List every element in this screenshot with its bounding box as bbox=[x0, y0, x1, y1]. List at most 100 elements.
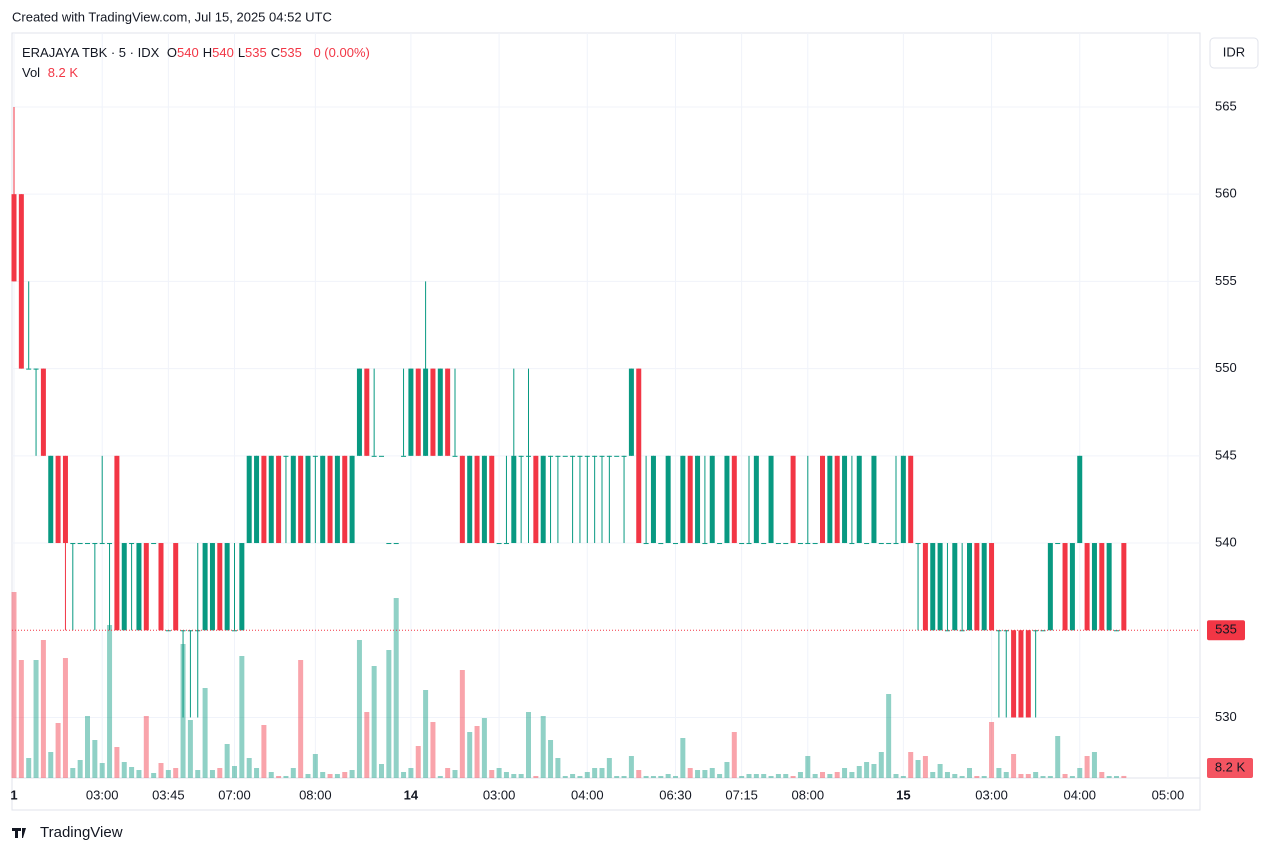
volume-bar bbox=[55, 723, 61, 778]
volume-bar bbox=[915, 760, 921, 778]
volume-bar bbox=[981, 776, 987, 778]
volume-bar bbox=[298, 660, 304, 778]
volume-bar bbox=[952, 774, 958, 778]
candle-body bbox=[900, 455, 906, 544]
candle-body bbox=[650, 455, 656, 544]
candle-body bbox=[415, 368, 421, 456]
volume-bar bbox=[40, 640, 46, 778]
volume-bar bbox=[1025, 774, 1031, 778]
x-tick-label: 03:00 bbox=[975, 787, 1008, 802]
candle-body bbox=[158, 543, 164, 631]
candle-body bbox=[298, 455, 304, 544]
volume-bar bbox=[114, 747, 120, 778]
x-tick-label: 03:45 bbox=[152, 787, 185, 802]
candle-body bbox=[834, 455, 840, 544]
volume-bar bbox=[540, 716, 546, 778]
volume-bar bbox=[908, 752, 914, 778]
volume-bar bbox=[48, 752, 54, 778]
volume-bar bbox=[1011, 754, 1017, 778]
candle-body bbox=[55, 455, 61, 544]
volume-bar bbox=[1114, 776, 1119, 778]
candle-body bbox=[342, 455, 348, 544]
candle-body bbox=[937, 543, 943, 631]
volume-bar bbox=[1033, 772, 1039, 778]
candle-body bbox=[680, 455, 686, 544]
volume-bar bbox=[452, 770, 458, 778]
volume-bar bbox=[959, 776, 965, 778]
volume-bar bbox=[753, 774, 759, 778]
candle-body bbox=[665, 455, 671, 544]
price-tag bbox=[1207, 620, 1245, 641]
volume-bar bbox=[99, 763, 105, 778]
candle-body bbox=[1084, 543, 1090, 631]
x-tick-label: 15 bbox=[896, 787, 910, 802]
volume-bar bbox=[209, 770, 215, 778]
x-tick-label: 05:00 bbox=[1152, 787, 1185, 802]
candle-body bbox=[489, 455, 495, 544]
volume-bar bbox=[1040, 776, 1046, 778]
candle-body bbox=[930, 543, 936, 631]
candle-body bbox=[856, 455, 862, 544]
volume-bar bbox=[621, 776, 627, 778]
volume-bar bbox=[371, 666, 377, 778]
volume-bar bbox=[599, 768, 605, 778]
candle-body bbox=[702, 543, 708, 545]
volume-bar bbox=[562, 776, 568, 778]
volume-bar bbox=[173, 768, 179, 778]
candle-body bbox=[533, 455, 539, 544]
x-tick-label: 06:30 bbox=[659, 787, 692, 802]
ohlc-value: 535 bbox=[245, 45, 267, 60]
candle-body bbox=[1069, 543, 1075, 631]
volume-bar bbox=[775, 774, 781, 778]
currency[interactable]: IDR bbox=[1223, 44, 1245, 59]
volume-bar bbox=[974, 776, 980, 778]
candle-body bbox=[283, 455, 289, 457]
volume-bar bbox=[26, 758, 32, 778]
candle-body bbox=[92, 543, 98, 545]
candle-body bbox=[908, 455, 914, 544]
candle-body bbox=[320, 455, 326, 544]
volume-bar bbox=[584, 772, 590, 778]
volume-bar bbox=[1106, 776, 1112, 778]
volume-bar bbox=[334, 774, 340, 778]
volume-bar bbox=[1018, 774, 1024, 778]
volume-bar bbox=[232, 766, 237, 778]
x-tick-label: 14 bbox=[404, 787, 419, 802]
volume-bar bbox=[526, 712, 531, 778]
currency-button[interactable] bbox=[1209, 37, 1259, 69]
volume-bar bbox=[496, 768, 502, 778]
volume-bar bbox=[481, 718, 487, 778]
volume-bar bbox=[834, 772, 840, 778]
candle-body bbox=[658, 543, 664, 545]
volume-bar bbox=[503, 772, 509, 778]
volume-bar bbox=[702, 770, 708, 778]
volume-bar bbox=[187, 720, 193, 778]
volume-bar bbox=[276, 776, 282, 778]
candle-body bbox=[386, 543, 392, 545]
volume-bar bbox=[658, 776, 664, 778]
volume-bar bbox=[864, 762, 870, 778]
volume-bar bbox=[768, 776, 774, 778]
candle-body bbox=[562, 455, 568, 457]
candle-body bbox=[423, 368, 429, 456]
candle-body bbox=[503, 543, 509, 545]
candle-body bbox=[246, 455, 252, 544]
candle-body bbox=[922, 543, 928, 631]
candle-body bbox=[797, 543, 803, 545]
ohlc-letter: O bbox=[166, 45, 178, 60]
volume-bar bbox=[356, 640, 362, 778]
candle-body bbox=[151, 543, 157, 545]
volume-bar bbox=[570, 774, 576, 778]
x-tick-label: 1 bbox=[10, 787, 17, 802]
y-tick-label: 540 bbox=[1215, 534, 1237, 549]
candle-body bbox=[276, 455, 282, 544]
candle-body bbox=[77, 543, 83, 545]
candle-body bbox=[496, 543, 502, 545]
logo bbox=[12, 828, 26, 838]
candle-body bbox=[195, 630, 201, 632]
volume-bar bbox=[592, 768, 598, 778]
volume-bar bbox=[790, 776, 796, 778]
volume-bar bbox=[900, 776, 906, 778]
volume-tag-label: 8.2 K bbox=[1215, 759, 1246, 774]
candle-body bbox=[268, 455, 274, 544]
